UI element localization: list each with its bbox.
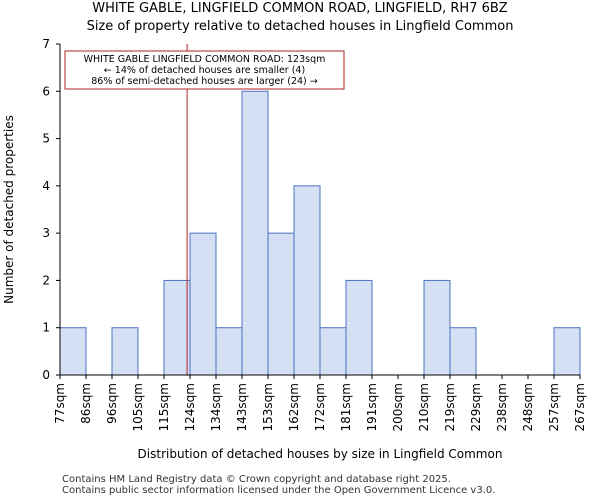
- bar-219sqm: [449, 327, 477, 376]
- annotation-line-3: 86% of semi-detached houses are larger (…: [91, 76, 318, 87]
- x-tick-label: 219sqm: [443, 383, 457, 431]
- y-tick-label: 2: [42, 273, 50, 287]
- x-tick-label: 115sqm: [157, 383, 171, 431]
- bar-181sqm: [345, 279, 373, 376]
- bar-96sqm: [111, 327, 139, 376]
- x-tick-label: 96sqm: [105, 383, 119, 424]
- x-tick-label: 257sqm: [547, 383, 561, 431]
- y-tick-label: 1: [42, 321, 50, 335]
- y-axis-label: Number of detached properties: [2, 115, 16, 304]
- x-tick-label: 191sqm: [365, 383, 379, 431]
- y-tick-label: 0: [42, 368, 50, 382]
- chart-subtitle: Size of property relative to detached ho…: [86, 19, 514, 34]
- x-tick-label: 248sqm: [521, 383, 535, 431]
- y-tick-label: 7: [42, 37, 50, 51]
- chart-title: WHITE GABLE, LINGFIELD COMMON ROAD, LING…: [92, 1, 508, 16]
- bar-162sqm: [293, 185, 321, 376]
- x-tick-label: 77sqm: [53, 383, 67, 424]
- x-tick-label: 105sqm: [131, 383, 145, 431]
- bar-172sqm: [319, 327, 347, 376]
- x-tick-label: 200sqm: [391, 383, 405, 431]
- x-tick-label: 124sqm: [183, 383, 197, 431]
- x-tick-label: 153sqm: [261, 383, 275, 431]
- x-tick-label: 181sqm: [339, 383, 353, 431]
- annotation-box: [64, 50, 345, 90]
- footer-line-2: Contains public sector information licen…: [62, 485, 496, 496]
- x-tick-label: 267sqm: [573, 383, 587, 431]
- bar-143sqm: [241, 90, 269, 376]
- annotation-line-1: WHITE GABLE LINGFIELD COMMON ROAD: 123sq…: [84, 54, 326, 65]
- x-tick-label: 143sqm: [235, 383, 249, 431]
- x-tick-label: 172sqm: [313, 383, 327, 431]
- y-tick-label: 6: [42, 84, 50, 98]
- footer-line-1: Contains HM Land Registry data © Crown c…: [62, 474, 451, 485]
- y-tick-label: 4: [42, 179, 50, 193]
- y-tick-label: 3: [42, 226, 50, 240]
- bar-77sqm: [59, 327, 87, 376]
- x-axis-label: Distribution of detached houses by size …: [138, 447, 503, 461]
- bar-257sqm: [553, 327, 581, 376]
- annotation-line-2: ← 14% of detached houses are smaller (4): [104, 65, 305, 76]
- x-tick-label: 210sqm: [417, 383, 431, 431]
- bar-153sqm: [267, 232, 295, 376]
- bar-124sqm: [189, 232, 217, 376]
- histogram-chart: WHITE GABLE LINGFIELD COMMON ROAD: 123sq…: [2, 37, 587, 461]
- y-tick-label: 5: [42, 132, 50, 146]
- x-tick-label: 238sqm: [495, 383, 509, 431]
- x-tick-label: 134sqm: [209, 383, 223, 431]
- x-tick-label: 162sqm: [287, 383, 301, 431]
- bar-115sqm: [163, 279, 191, 376]
- bar-134sqm: [215, 327, 243, 376]
- x-tick-label: 229sqm: [469, 383, 483, 431]
- x-tick-label: 86sqm: [79, 383, 93, 424]
- bar-210sqm: [423, 279, 451, 376]
